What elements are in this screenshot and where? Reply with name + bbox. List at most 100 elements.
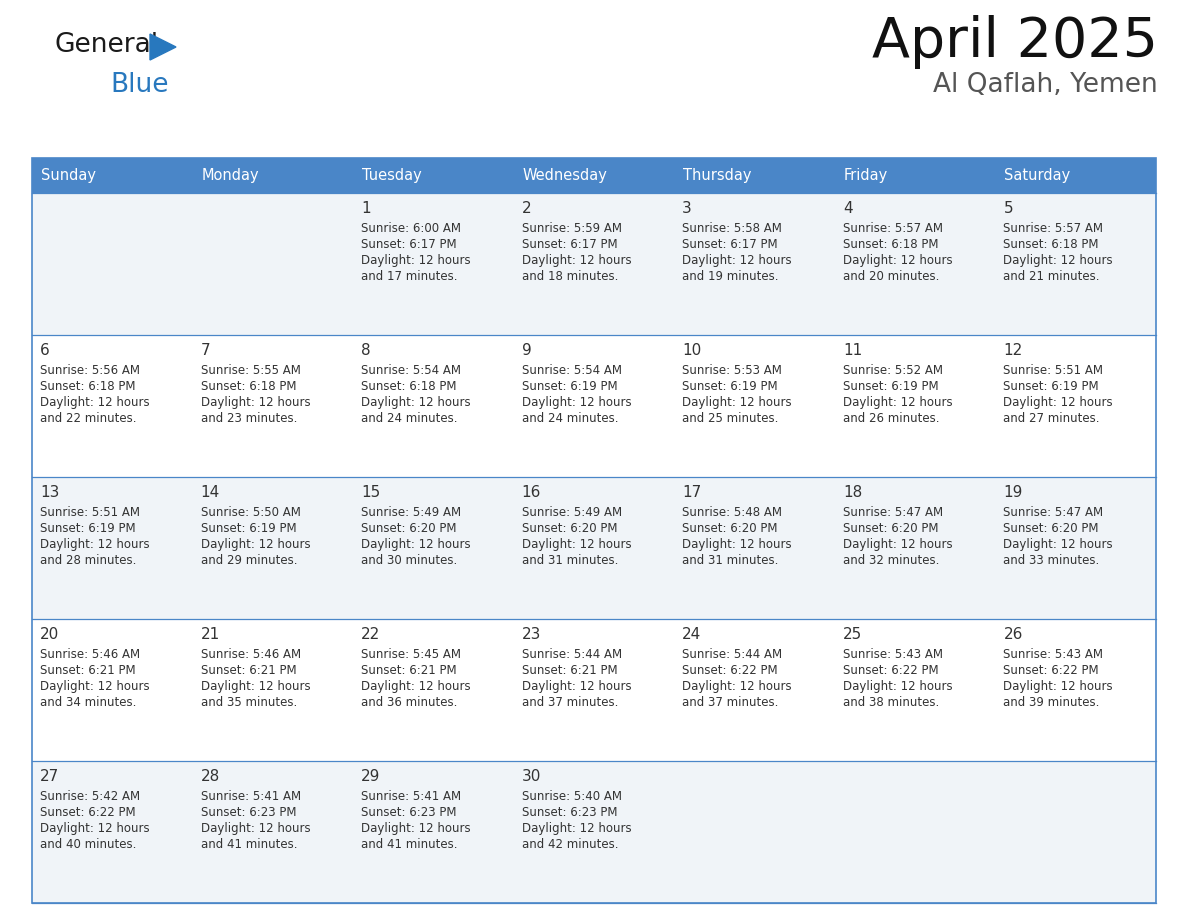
Text: Sunrise: 5:45 AM: Sunrise: 5:45 AM [361, 648, 461, 661]
Text: Sunset: 6:18 PM: Sunset: 6:18 PM [842, 238, 939, 251]
Text: Daylight: 12 hours: Daylight: 12 hours [1004, 254, 1113, 267]
Text: and 21 minutes.: and 21 minutes. [1004, 270, 1100, 283]
Text: 10: 10 [682, 343, 702, 358]
Text: Sunrise: 6:00 AM: Sunrise: 6:00 AM [361, 222, 461, 235]
Text: and 35 minutes.: and 35 minutes. [201, 696, 297, 709]
Text: and 41 minutes.: and 41 minutes. [361, 838, 457, 851]
Text: and 20 minutes.: and 20 minutes. [842, 270, 940, 283]
Text: Sunset: 6:22 PM: Sunset: 6:22 PM [1004, 664, 1099, 677]
Text: Sunset: 6:20 PM: Sunset: 6:20 PM [842, 522, 939, 535]
Text: Monday: Monday [202, 168, 259, 183]
Text: Sunrise: 5:53 AM: Sunrise: 5:53 AM [682, 364, 782, 377]
Text: Daylight: 12 hours: Daylight: 12 hours [522, 680, 631, 693]
Text: Daylight: 12 hours: Daylight: 12 hours [842, 680, 953, 693]
Text: Daylight: 12 hours: Daylight: 12 hours [682, 396, 792, 409]
Text: and 24 minutes.: and 24 minutes. [361, 412, 457, 425]
Text: 18: 18 [842, 485, 862, 500]
Text: Al Qaflah, Yemen: Al Qaflah, Yemen [934, 72, 1158, 98]
Text: and 34 minutes.: and 34 minutes. [40, 696, 137, 709]
Text: Daylight: 12 hours: Daylight: 12 hours [201, 822, 310, 835]
Text: Sunrise: 5:50 AM: Sunrise: 5:50 AM [201, 506, 301, 519]
Text: Sunset: 6:23 PM: Sunset: 6:23 PM [361, 806, 456, 819]
Text: and 25 minutes.: and 25 minutes. [682, 412, 778, 425]
Text: and 19 minutes.: and 19 minutes. [682, 270, 779, 283]
Text: Daylight: 12 hours: Daylight: 12 hours [842, 538, 953, 551]
Text: Daylight: 12 hours: Daylight: 12 hours [522, 254, 631, 267]
Text: and 17 minutes.: and 17 minutes. [361, 270, 457, 283]
Text: Sunrise: 5:44 AM: Sunrise: 5:44 AM [682, 648, 783, 661]
Bar [32, 158, 1156, 193]
Text: Sunset: 6:19 PM: Sunset: 6:19 PM [842, 380, 939, 393]
Text: April 2025: April 2025 [872, 15, 1158, 69]
Text: Daylight: 12 hours: Daylight: 12 hours [40, 396, 150, 409]
Text: Sunrise: 5:48 AM: Sunrise: 5:48 AM [682, 506, 782, 519]
Text: Sunrise: 5:43 AM: Sunrise: 5:43 AM [1004, 648, 1104, 661]
Text: Sunday: Sunday [42, 168, 96, 183]
Text: 20: 20 [40, 627, 59, 642]
Bar [32, 619, 1156, 761]
Text: Sunset: 6:17 PM: Sunset: 6:17 PM [361, 238, 456, 251]
Text: Sunrise: 5:46 AM: Sunrise: 5:46 AM [201, 648, 301, 661]
Text: Sunrise: 5:51 AM: Sunrise: 5:51 AM [40, 506, 140, 519]
Text: and 39 minutes.: and 39 minutes. [1004, 696, 1100, 709]
Text: 30: 30 [522, 769, 541, 784]
Text: 12: 12 [1004, 343, 1023, 358]
Text: Daylight: 12 hours: Daylight: 12 hours [361, 254, 470, 267]
Text: 8: 8 [361, 343, 371, 358]
Text: Sunset: 6:21 PM: Sunset: 6:21 PM [361, 664, 456, 677]
Text: Blue: Blue [110, 72, 169, 98]
Text: Sunset: 6:18 PM: Sunset: 6:18 PM [201, 380, 296, 393]
Text: Sunset: 6:17 PM: Sunset: 6:17 PM [682, 238, 778, 251]
Text: Sunrise: 5:41 AM: Sunrise: 5:41 AM [361, 790, 461, 803]
Text: 4: 4 [842, 201, 853, 216]
Text: Sunset: 6:19 PM: Sunset: 6:19 PM [1004, 380, 1099, 393]
Text: 7: 7 [201, 343, 210, 358]
Text: and 37 minutes.: and 37 minutes. [682, 696, 778, 709]
Text: Wednesday: Wednesday [523, 168, 607, 183]
Text: Sunrise: 5:43 AM: Sunrise: 5:43 AM [842, 648, 943, 661]
Text: Sunrise: 5:49 AM: Sunrise: 5:49 AM [522, 506, 621, 519]
Text: Daylight: 12 hours: Daylight: 12 hours [361, 822, 470, 835]
Text: Daylight: 12 hours: Daylight: 12 hours [361, 538, 470, 551]
Text: Daylight: 12 hours: Daylight: 12 hours [1004, 396, 1113, 409]
Text: 15: 15 [361, 485, 380, 500]
Text: Daylight: 12 hours: Daylight: 12 hours [361, 396, 470, 409]
Text: Daylight: 12 hours: Daylight: 12 hours [40, 822, 150, 835]
Text: Daylight: 12 hours: Daylight: 12 hours [1004, 680, 1113, 693]
Text: Tuesday: Tuesday [362, 168, 422, 183]
Text: Daylight: 12 hours: Daylight: 12 hours [682, 538, 792, 551]
Text: Daylight: 12 hours: Daylight: 12 hours [1004, 538, 1113, 551]
Text: Daylight: 12 hours: Daylight: 12 hours [201, 680, 310, 693]
Text: 13: 13 [40, 485, 59, 500]
Text: 21: 21 [201, 627, 220, 642]
Bar [32, 193, 1156, 335]
Text: and 42 minutes.: and 42 minutes. [522, 838, 618, 851]
Text: Daylight: 12 hours: Daylight: 12 hours [842, 254, 953, 267]
Text: Sunrise: 5:56 AM: Sunrise: 5:56 AM [40, 364, 140, 377]
Text: General: General [55, 32, 159, 58]
Text: Sunset: 6:18 PM: Sunset: 6:18 PM [361, 380, 456, 393]
Text: Sunrise: 5:44 AM: Sunrise: 5:44 AM [522, 648, 621, 661]
Text: 14: 14 [201, 485, 220, 500]
Text: 16: 16 [522, 485, 541, 500]
Text: Sunset: 6:22 PM: Sunset: 6:22 PM [682, 664, 778, 677]
Text: Sunset: 6:23 PM: Sunset: 6:23 PM [201, 806, 296, 819]
Text: Sunset: 6:21 PM: Sunset: 6:21 PM [522, 664, 618, 677]
Text: Sunset: 6:21 PM: Sunset: 6:21 PM [201, 664, 296, 677]
Text: 1: 1 [361, 201, 371, 216]
Text: and 26 minutes.: and 26 minutes. [842, 412, 940, 425]
Text: and 28 minutes.: and 28 minutes. [40, 554, 137, 567]
Text: 2: 2 [522, 201, 531, 216]
Text: 22: 22 [361, 627, 380, 642]
Text: 3: 3 [682, 201, 693, 216]
Text: and 33 minutes.: and 33 minutes. [1004, 554, 1100, 567]
Bar [32, 761, 1156, 903]
Bar [32, 477, 1156, 619]
Text: Friday: Friday [843, 168, 889, 183]
Text: Sunrise: 5:51 AM: Sunrise: 5:51 AM [1004, 364, 1104, 377]
Text: and 32 minutes.: and 32 minutes. [842, 554, 940, 567]
Text: Sunset: 6:20 PM: Sunset: 6:20 PM [361, 522, 456, 535]
Text: 23: 23 [522, 627, 541, 642]
Text: Daylight: 12 hours: Daylight: 12 hours [682, 254, 792, 267]
Text: and 31 minutes.: and 31 minutes. [682, 554, 778, 567]
